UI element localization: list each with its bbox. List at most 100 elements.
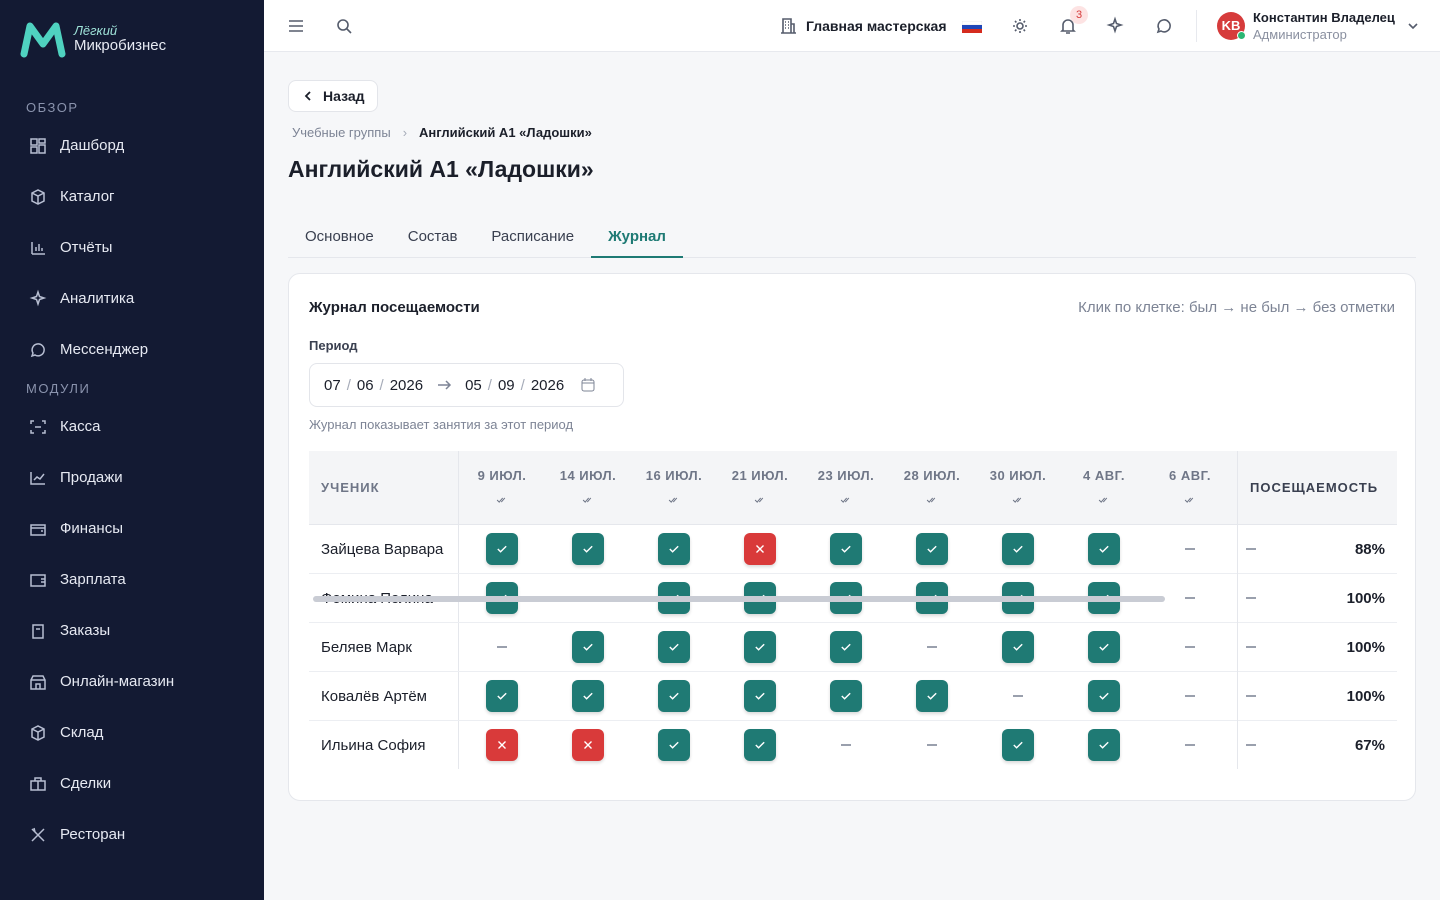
attendance-cell[interactable] <box>545 721 631 769</box>
attendance-cell[interactable] <box>545 672 631 720</box>
sidebar: Лёгкий Микробизнес ОБЗОР Дашборд Каталог Отч… <box>0 0 264 900</box>
user-name[interactable]: Константин Владелец <box>1253 10 1395 25</box>
calendar-icon[interactable] <box>580 377 596 393</box>
nav-item[interactable]: Аналитика <box>0 273 264 324</box>
mark-icon <box>841 692 851 700</box>
attendance-cell[interactable] <box>545 525 631 573</box>
attendance-cell[interactable] <box>1147 672 1233 720</box>
attendance-cell[interactable] <box>631 623 717 671</box>
date-header[interactable]: 23 ИЮЛ. <box>803 451 889 524</box>
nav-label: Каталог <box>60 188 115 205</box>
date-header[interactable]: 28 ИЮЛ. <box>889 451 975 524</box>
nav-item[interactable]: Ресторан <box>0 809 264 860</box>
date-header[interactable]: 4 АВГ. <box>1061 451 1147 524</box>
attendance-cell[interactable] <box>717 623 803 671</box>
attendance-cell[interactable] <box>459 672 545 720</box>
attendance-percent: 100% <box>1346 589 1385 607</box>
date-header[interactable]: 30 ИЮЛ. <box>975 451 1061 524</box>
attendance-cell[interactable] <box>1061 525 1147 573</box>
date-label: 6 АВГ. <box>1169 468 1211 483</box>
back-button[interactable]: Назад <box>288 80 378 112</box>
date-header[interactable]: 16 ИЮЛ. <box>631 451 717 524</box>
attendance-cell[interactable] <box>717 525 803 573</box>
mark-icon <box>669 545 679 553</box>
nav-icon <box>31 724 45 741</box>
mark-all-icon <box>840 497 850 503</box>
attendance-cell[interactable] <box>631 525 717 573</box>
attendance-cell[interactable] <box>803 525 889 573</box>
sparkle-icon[interactable] <box>1106 16 1126 36</box>
tab[interactable]: Журнал <box>591 222 683 258</box>
present-mark <box>1088 533 1120 565</box>
theme-icon[interactable] <box>1010 16 1030 36</box>
attendance-cell[interactable] <box>545 623 631 671</box>
attendance-cell[interactable] <box>1147 574 1233 622</box>
bell-icon[interactable] <box>1058 16 1078 36</box>
attendance-cell[interactable] <box>631 721 717 769</box>
flag[interactable] <box>962 21 982 33</box>
workshop[interactable]: Главная мастерская <box>806 18 947 34</box>
attendance-cell[interactable] <box>631 672 717 720</box>
nav-label: Касса <box>60 418 101 435</box>
scrollbar[interactable] <box>313 596 1165 602</box>
chevron[interactable] <box>1406 16 1420 36</box>
attendance-cell[interactable] <box>975 623 1061 671</box>
no-mark <box>497 646 507 648</box>
tab[interactable]: Состав <box>407 228 458 245</box>
attendance-cell[interactable] <box>717 721 803 769</box>
nav-item[interactable]: Склад <box>0 707 264 758</box>
no-mark <box>1185 548 1195 550</box>
attendance-cell[interactable] <box>803 721 889 769</box>
avatar[interactable]: KB <box>1217 12 1245 40</box>
nav-item[interactable]: Зарплата <box>0 554 264 605</box>
nav-item[interactable]: Каталог <box>0 171 264 222</box>
no-mark <box>1013 695 1023 697</box>
attendance-cell[interactable] <box>459 721 545 769</box>
attendance-cell[interactable] <box>1147 525 1233 573</box>
attendance-cell[interactable] <box>717 672 803 720</box>
attendance-cell[interactable] <box>1061 672 1147 720</box>
attendance-cell[interactable] <box>1147 721 1233 769</box>
attendance-cell[interactable] <box>1061 721 1147 769</box>
attendance-cell[interactable] <box>889 525 975 573</box>
attendance-cell[interactable] <box>975 525 1061 573</box>
nav-item[interactable]: Продажи <box>0 452 264 503</box>
date-header[interactable]: 14 ИЮЛ. <box>545 451 631 524</box>
attendance-cell[interactable] <box>975 721 1061 769</box>
nav-item[interactable]: Касса <box>0 401 264 452</box>
nav-icon <box>30 471 45 485</box>
search-icon[interactable] <box>334 16 354 36</box>
back-icon <box>304 91 311 101</box>
attendance-percent: 100% <box>1346 687 1385 705</box>
attendance-cell[interactable] <box>803 672 889 720</box>
nav-item[interactable]: Отчёты <box>0 222 264 273</box>
attendance-cell[interactable] <box>889 721 975 769</box>
attendance-cell[interactable] <box>803 623 889 671</box>
nav-label: Мессенджер <box>60 341 149 358</box>
attendance-cell[interactable] <box>1147 623 1233 671</box>
tab[interactable]: Основное <box>305 228 374 245</box>
nav-item[interactable]: Дашборд <box>0 120 264 171</box>
period-input[interactable]: 07 / 06 / 2026 05 / 09 / 2026 <box>309 363 624 407</box>
nav-item[interactable]: Сделки <box>0 758 264 809</box>
mark-all-icon <box>926 497 936 503</box>
attendance-cell[interactable] <box>975 672 1061 720</box>
crumb-link[interactable]: Учебные группы <box>292 125 391 140</box>
student-name: Беляев Марк <box>309 623 459 671</box>
date-header[interactable]: 21 ИЮЛ. <box>717 451 803 524</box>
nav-item[interactable]: Онлайн-магазин <box>0 656 264 707</box>
menu-icon[interactable] <box>286 16 306 36</box>
nav-item[interactable]: Заказы <box>0 605 264 656</box>
attendance-cell[interactable] <box>889 672 975 720</box>
attendance-cell[interactable] <box>1061 623 1147 671</box>
topbar[interactable]: Главная мастерская 3 KB Константин Владе… <box>264 0 1440 52</box>
nav-item[interactable]: Мессенджер <box>0 324 264 375</box>
attendance-cell[interactable] <box>459 623 545 671</box>
date-header[interactable]: 9 ИЮЛ. <box>459 451 545 524</box>
attendance-cell[interactable] <box>889 623 975 671</box>
date-header[interactable]: 6 АВГ. <box>1147 451 1233 524</box>
nav-item[interactable]: Финансы <box>0 503 264 554</box>
attendance-cell[interactable] <box>459 525 545 573</box>
chat-icon[interactable] <box>1154 16 1174 36</box>
tab[interactable]: Расписание <box>491 228 575 245</box>
